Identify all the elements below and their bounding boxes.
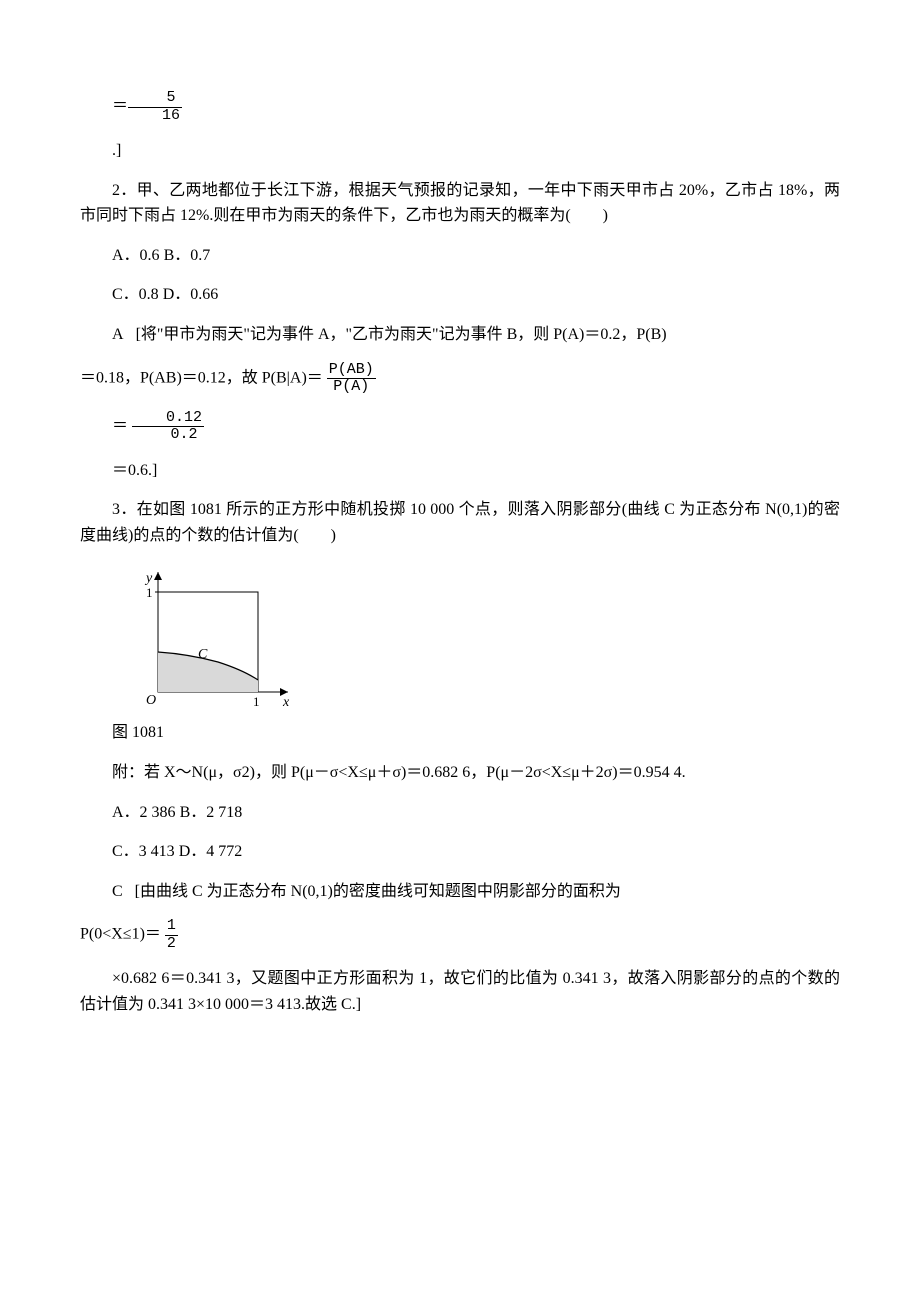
q2-options-cd: C．0.8 D．0.66: [80, 282, 840, 308]
q2-solution-line3: ＝ 0.12 0.2: [80, 410, 840, 444]
q3-caption: 图 1081: [80, 720, 840, 746]
q2-stem: 2．甲、乙两地都位于长江下游，根据天气预报的记录知，一年中下雨天甲市占 20%，…: [80, 178, 840, 229]
q2-opt-a: A．0.6: [112, 247, 160, 264]
q3-opt-c: C．3 413: [112, 843, 175, 860]
q1-fraction: 5 16: [128, 90, 182, 124]
q2-opt-b: B．0.7: [164, 247, 211, 264]
q3-frac-num: 1: [165, 918, 178, 936]
q3-options-ab: A．2 386 B．2 718: [80, 800, 840, 826]
q2-solution-line2: ＝0.18，P(AB)＝0.12，故 P(B|A)＝ P(AB) P(A): [80, 362, 840, 396]
q3-figure: y 1 C O 1 x: [128, 562, 840, 712]
axis-1y-label: 1: [146, 585, 153, 600]
q3-solution-line2: P(0<X≤1)＝ 1 2: [80, 918, 840, 952]
axis-y-label: y: [144, 571, 153, 586]
q2-frac1-den: P(A): [327, 379, 376, 396]
page: ＝ 5 16 .] 2．甲、乙两地都位于长江下游，根据天气预报的记录知，一年中下…: [0, 0, 920, 1302]
q2-answer-label: A: [112, 326, 124, 343]
q2-options-ab: A．0.6 B．0.7: [80, 243, 840, 269]
q3-fraction: 1 2: [165, 918, 178, 952]
q2-solution-line1: A [将"甲市为雨天"记为事件 A，"乙市为雨天"记为事件 B，则 P(A)＝0…: [80, 322, 840, 348]
q2-frac2-den: 0.2: [132, 427, 204, 444]
q3-stem: 3．在如图 1081 所示的正方形中随机投掷 10 000 个点，则落入阴影部分…: [80, 497, 840, 548]
q2-fraction1: P(AB) P(A): [327, 362, 376, 396]
q3-options-cd: C．3 413 D．4 772: [80, 839, 840, 865]
axis-1x-label: 1: [253, 694, 260, 709]
q1-frac-line: ＝ 5 16: [80, 90, 840, 124]
curve-c-label: C: [198, 647, 208, 662]
q2-fraction2: 0.12 0.2: [132, 410, 204, 444]
q2-frac1-num: P(AB): [327, 362, 376, 380]
q2-sol-line2-pre: ＝0.18，P(AB)＝0.12，故 P(B|A)＝: [80, 369, 323, 386]
origin-label: O: [146, 693, 156, 708]
q2-solution-end: ＝0.6.]: [80, 458, 840, 484]
q3-solution-line3: ×0.682 6＝0.341 3，又题图中正方形面积为 1，故它们的比值为 0.…: [80, 966, 840, 1017]
q1-frac-num: 5: [128, 90, 182, 108]
q2-frac2-num: 0.12: [132, 410, 204, 428]
q3-note: 附：若 X～N(μ，σ2)，则 P(μ－σ<X≤μ＋σ)＝0.682 6，P(μ…: [80, 760, 840, 786]
q3-answer-label: C: [112, 883, 123, 900]
q3-sol-line1: [由曲线 C 为正态分布 N(0,1)的密度曲线可知题图中阴影部分的面积为: [135, 883, 621, 900]
q3-opt-b: B．2 718: [180, 804, 243, 821]
axis-x-label: x: [282, 695, 290, 710]
q2-eq: ＝: [112, 417, 128, 434]
q2-opt-d: D．0.66: [163, 286, 219, 303]
q1-end: .]: [80, 138, 840, 164]
q3-opt-a: A．2 386: [112, 804, 176, 821]
q3-frac-den: 2: [165, 936, 178, 953]
q3-opt-d: D．4 772: [179, 843, 243, 860]
q1-frac-den: 16: [128, 108, 182, 125]
q3-solution-line1: C [由曲线 C 为正态分布 N(0,1)的密度曲线可知题图中阴影部分的面积为: [80, 879, 840, 905]
q2-opt-c: C．0.8: [112, 286, 159, 303]
normal-curve-figure: y 1 C O 1 x: [128, 562, 298, 712]
q3-sol-line2-pre: P(0<X≤1)＝: [80, 926, 161, 943]
q2-sol-pre: [将"甲市为雨天"记为事件 A，"乙市为雨天"记为事件 B，则 P(A)＝0.2…: [136, 326, 667, 343]
